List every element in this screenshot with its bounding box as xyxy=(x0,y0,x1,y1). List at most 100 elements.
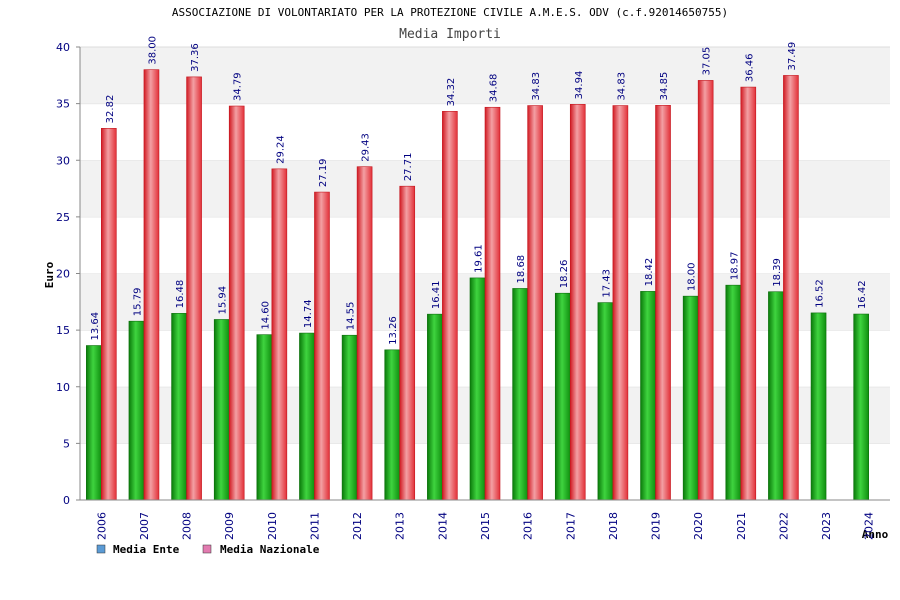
data-label: 34.83 xyxy=(616,72,627,101)
data-label: 37.49 xyxy=(787,42,798,71)
legend-swatch-media-ente xyxy=(96,544,106,554)
x-tick-label: 2021 xyxy=(735,512,748,540)
bar-media-ente xyxy=(640,291,656,501)
bar-media-ente xyxy=(554,292,571,501)
bar-media-nazionale xyxy=(271,168,288,501)
x-axis-ticks: 2006 2007 2008 2009 2010 2011 2012 2013 2014 2015… xyxy=(95,512,875,540)
bar-media-ente xyxy=(427,313,443,501)
data-label: 14.55 xyxy=(346,302,357,331)
data-label: 27.19 xyxy=(318,158,329,187)
y-tick-label: 30 xyxy=(56,154,70,167)
y-tick-label: 0 xyxy=(63,494,70,507)
data-label: 16.48 xyxy=(175,280,186,309)
bar-media-nazionale xyxy=(399,185,416,501)
chart-subtitle: Media Importi xyxy=(399,27,501,42)
legend: Media Ente Media Nazionale xyxy=(96,543,320,556)
data-label: 18.97 xyxy=(729,252,740,281)
legend-label-media-ente: Media Ente xyxy=(113,543,180,556)
bar-media-ente xyxy=(256,334,273,501)
y-tick-label: 20 xyxy=(56,268,70,281)
axes xyxy=(79,47,890,501)
data-label: 32.82 xyxy=(105,95,116,124)
x-tick-label: 2015 xyxy=(479,512,492,540)
y-tick-label: 5 xyxy=(63,437,70,450)
bar-media-nazionale xyxy=(228,105,245,501)
bar-media-ente xyxy=(597,302,614,501)
data-label: 16.41 xyxy=(431,281,442,310)
x-tick-label: 2020 xyxy=(692,512,705,540)
data-label: 16.52 xyxy=(815,279,826,308)
x-axis-label: Anno xyxy=(862,528,889,541)
bar-media-nazionale xyxy=(143,69,160,501)
data-label: 15.94 xyxy=(218,286,229,315)
data-label: 37.05 xyxy=(702,47,713,76)
bar-media-ente xyxy=(768,291,784,501)
data-label: 18.39 xyxy=(772,258,783,287)
x-tick-label: 2008 xyxy=(181,512,194,540)
x-tick-label: 2024 xyxy=(863,512,876,540)
bar-media-nazionale xyxy=(655,105,671,501)
y-axis-ticks: 0 5 10 15 20 25 30 35 40 xyxy=(56,41,80,507)
data-label: 34.85 xyxy=(659,72,670,101)
x-tick-label: 2007 xyxy=(138,512,151,540)
bar-media-ente xyxy=(213,319,230,501)
x-tick-label: 2023 xyxy=(820,512,833,540)
legend-label-media-nazionale: Media Nazionale xyxy=(220,543,320,556)
x-tick-label: 2014 xyxy=(436,512,449,540)
data-label: 34.83 xyxy=(531,72,542,101)
data-label: 13.26 xyxy=(388,316,399,345)
bar-media-nazionale xyxy=(101,128,117,501)
data-label: 36.46 xyxy=(744,53,755,82)
bar-media-ente xyxy=(810,312,827,501)
data-label: 29.43 xyxy=(361,133,372,162)
data-label: 34.79 xyxy=(233,72,244,101)
bar-media-nazionale xyxy=(612,105,629,501)
data-label: 18.68 xyxy=(516,255,527,284)
data-label: 37.36 xyxy=(190,43,201,72)
data-label: 16.42 xyxy=(857,280,868,309)
x-tick-label: 2006 xyxy=(95,512,108,540)
y-tick-label: 35 xyxy=(56,98,70,111)
data-label: 18.00 xyxy=(687,263,698,292)
x-tick-label: 2019 xyxy=(650,512,663,540)
bar-media-ente xyxy=(853,313,869,501)
x-tick-label: 2012 xyxy=(351,512,364,540)
bar-media-nazionale xyxy=(740,86,757,501)
x-tick-label: 2013 xyxy=(394,512,407,540)
y-tick-label: 40 xyxy=(56,41,70,54)
bar-media-ente xyxy=(341,334,358,501)
y-tick-label: 10 xyxy=(56,381,70,394)
bar-media-ente xyxy=(86,345,102,501)
y-axis-label: Euro xyxy=(43,261,56,288)
bar-media-nazionale xyxy=(697,80,714,501)
x-tick-label: 2022 xyxy=(777,512,790,540)
bar-media-ente xyxy=(128,320,145,501)
bar-media-nazionale xyxy=(569,104,586,501)
data-label: 34.68 xyxy=(489,74,500,103)
bar-media-ente xyxy=(469,277,486,501)
data-label: 27.71 xyxy=(403,153,414,182)
data-label: 38.00 xyxy=(147,36,158,65)
data-label: 17.43 xyxy=(601,269,612,298)
data-label: 34.94 xyxy=(574,71,585,100)
data-label: 14.60 xyxy=(260,301,271,330)
x-tick-label: 2017 xyxy=(564,512,577,540)
data-label: 15.79 xyxy=(132,288,143,317)
y-tick-label: 25 xyxy=(56,211,70,224)
x-tick-label: 2010 xyxy=(266,512,279,540)
bars: 13.64 32.82 15.79 38.00 16.48 37.36 15.94 34.79… xyxy=(86,36,869,501)
bar-media-nazionale xyxy=(356,166,373,501)
bar-media-ente xyxy=(725,284,742,501)
data-label: 14.74 xyxy=(303,299,314,328)
x-tick-label: 2016 xyxy=(522,512,535,540)
bar-media-nazionale xyxy=(527,105,543,501)
chart-title: ASSOCIAZIONE DI VOLONTARIATO PER LA PROT… xyxy=(172,6,728,19)
bar-media-nazionale xyxy=(314,191,330,501)
bar-media-nazionale xyxy=(186,76,202,501)
x-tick-label: 2018 xyxy=(607,512,620,540)
bar-media-nazionale xyxy=(484,106,501,501)
data-label: 18.26 xyxy=(559,260,570,289)
bar-media-nazionale xyxy=(442,111,458,501)
legend-swatch-media-nazionale xyxy=(202,544,212,554)
